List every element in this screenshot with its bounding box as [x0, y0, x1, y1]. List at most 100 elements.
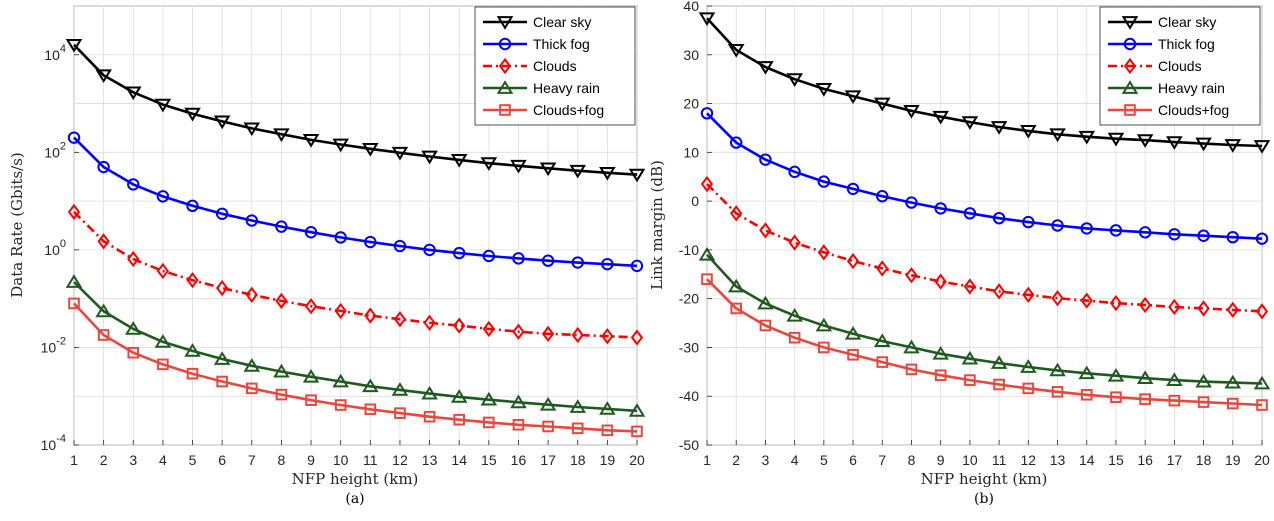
data-point	[1166, 136, 1183, 150]
data-point	[846, 252, 860, 270]
data-point	[844, 90, 862, 105]
data-point	[934, 369, 947, 382]
data-point	[510, 394, 527, 409]
data-point	[1020, 124, 1037, 139]
data-point	[964, 374, 976, 386]
legend-a: Clear sky Thick fog Clouds Heavy rain Clouds…	[474, 6, 636, 126]
data-point	[757, 295, 774, 310]
data-point	[97, 329, 110, 341]
data-point	[450, 389, 468, 403]
data-point	[215, 207, 229, 220]
x-tick-label: 2	[732, 452, 740, 468]
data-point	[818, 341, 830, 354]
data-point	[364, 235, 377, 249]
legend-marker	[1121, 16, 1139, 30]
data-point	[759, 153, 772, 166]
series-group-a	[65, 38, 646, 438]
data-point	[362, 378, 379, 393]
data-point	[184, 107, 201, 122]
x-tick-label: 15	[1108, 452, 1124, 468]
data-point	[1195, 373, 1212, 388]
data-point	[1080, 292, 1093, 309]
data-point	[1168, 394, 1181, 407]
data-point	[727, 44, 745, 58]
x-tick-label: 19	[1225, 452, 1241, 468]
legend-marker	[498, 37, 512, 51]
data-point	[1139, 296, 1152, 314]
y-tick-label: -20	[679, 291, 699, 307]
data-point	[1051, 386, 1064, 398]
data-point	[364, 403, 377, 416]
data-point	[512, 252, 525, 265]
data-point	[512, 418, 525, 431]
data-point	[213, 351, 231, 365]
x-tick-label: 17	[540, 452, 556, 468]
data-point	[1109, 294, 1123, 312]
x-tick-label: 16	[511, 452, 527, 468]
data-point	[332, 138, 349, 153]
data-point	[423, 243, 436, 257]
data-point	[698, 246, 716, 261]
y-tick-label: 0	[691, 193, 699, 209]
data-point	[127, 250, 140, 268]
legend-marker	[1121, 80, 1139, 94]
data-point	[273, 363, 290, 378]
data-point	[124, 86, 142, 101]
grid-a	[73, 5, 638, 446]
x-tick-label: 15	[481, 452, 497, 468]
data-point	[698, 12, 716, 26]
data-point	[1256, 399, 1268, 411]
data-point	[391, 382, 409, 396]
data-point	[786, 73, 803, 87]
x-tick-label: 2	[100, 452, 108, 468]
data-point	[990, 121, 1008, 135]
x-tick-label: 11	[992, 452, 1007, 468]
y-axis-title-b: Link margin (dB)	[648, 160, 666, 290]
y-tick-label: -30	[679, 339, 699, 355]
data-point	[1136, 370, 1154, 385]
data-point	[601, 328, 614, 345]
data-point	[961, 116, 979, 130]
x-tick-label: 20	[629, 452, 645, 468]
y-tick-label: 102	[44, 140, 66, 160]
data-point	[700, 175, 714, 193]
data-point	[245, 382, 258, 395]
data-point	[757, 61, 774, 75]
data-point	[245, 286, 258, 303]
data-point	[216, 375, 228, 388]
x-tick-label: 9	[307, 452, 315, 468]
data-point	[992, 211, 1006, 225]
data-point	[846, 182, 860, 196]
data-point	[1107, 367, 1125, 382]
data-point	[1049, 362, 1066, 377]
data-point	[1255, 303, 1269, 320]
data-point	[332, 373, 349, 388]
data-point	[1253, 140, 1271, 154]
legend-label: Heavy rain	[1158, 80, 1225, 96]
data-point	[157, 358, 169, 371]
legend-label: Clouds+fog	[533, 102, 604, 118]
data-point	[1168, 228, 1181, 241]
data-point	[1197, 300, 1210, 317]
data-point	[243, 122, 261, 137]
data-point	[815, 83, 833, 97]
data-point	[993, 378, 1005, 391]
data-point	[1253, 375, 1271, 390]
data-point	[67, 203, 81, 221]
data-point	[275, 220, 288, 233]
data-point	[482, 249, 496, 263]
x-tick-label: 10	[333, 452, 349, 468]
data-point	[1224, 374, 1242, 389]
data-point	[963, 207, 977, 220]
data-point	[1224, 139, 1242, 153]
y-tick-label: 100	[44, 238, 66, 258]
data-point	[423, 314, 436, 331]
x-ticks-b: 1 2 3 4 5 6 7 8 9 10 11 12 13 14 15 16 17 18 19 20	[703, 440, 1270, 468]
legend-marker	[1123, 37, 1137, 51]
caption-b: (b)	[974, 491, 994, 507]
data-point	[628, 168, 646, 183]
x-tick-label: 11	[363, 452, 378, 468]
data-point	[601, 424, 614, 437]
y-tick-label: 30	[683, 47, 699, 63]
